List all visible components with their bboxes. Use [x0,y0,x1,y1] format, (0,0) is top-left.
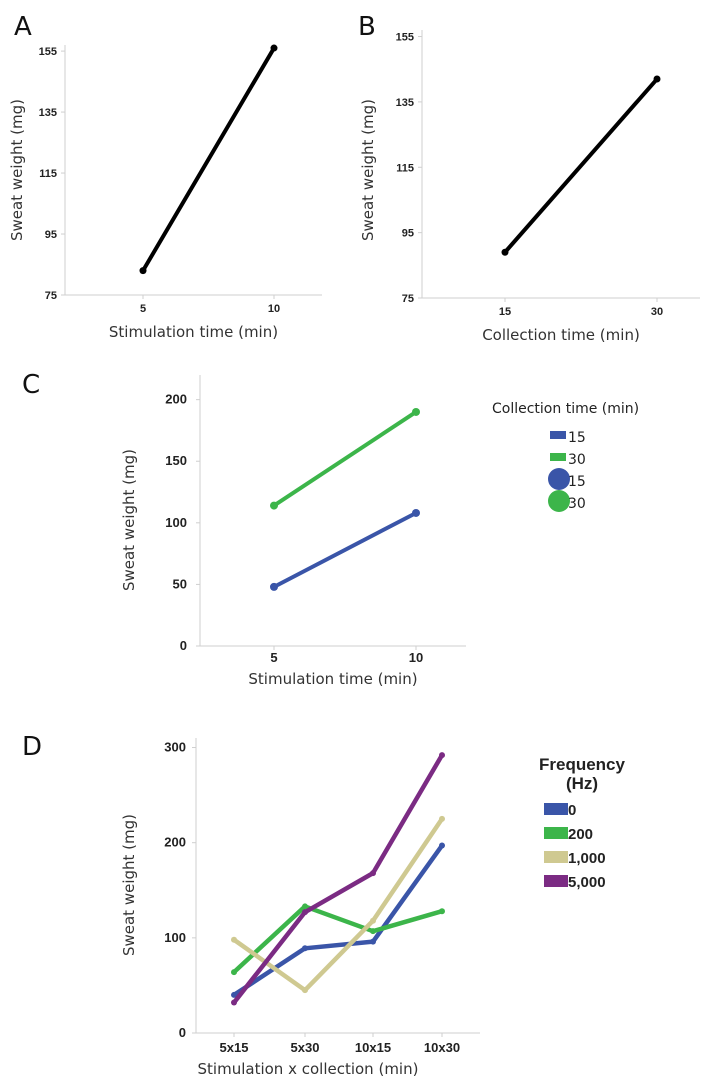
legend-swatch [544,875,568,887]
data-point [302,945,308,952]
data-point [439,815,445,822]
x-axis-title: Stimulation time (min) [248,670,417,688]
y-tick-label: 100 [164,930,186,945]
y-tick-label: 115 [396,162,414,174]
y-axis-title: Sweat weight (mg) [120,814,138,956]
series-line-0 [231,843,445,998]
legend-item-label: 5,000 [568,874,606,891]
legend-swatch [550,453,566,461]
x-axis-title: Stimulation x collection (min) [198,1060,419,1078]
y-axis-title: Sweat weight (mg) [8,99,26,241]
legend-item-label: 0 [568,802,576,819]
legend-title: Frequency [539,755,626,774]
legend-title: (Hz) [566,774,598,793]
x-axis-title: Stimulation time (min) [109,323,278,341]
legend-swatch [544,827,568,839]
legend-swatch [544,851,568,863]
x-tick-label: 30 [651,306,663,318]
data-point [412,508,420,517]
y-tick-label: 75 [45,290,57,302]
legend-item-label: 30 [568,452,586,468]
y-axis-title: Sweat weight (mg) [359,99,377,241]
legend-swatch [548,468,570,490]
data-point [370,917,376,924]
y-tick-label: 100 [165,515,187,530]
data-point [439,842,445,849]
data-point [231,991,237,998]
y-tick-label: 155 [396,32,414,44]
data-point [231,936,237,943]
x-axis-title: Collection time (min) [482,326,640,344]
data-point [139,267,147,275]
panel-label-b: B [358,12,376,42]
x-tick-label: 10x15 [355,1040,391,1055]
legend-title: Collection time (min) [492,401,639,417]
legend-item-label: 15 [568,474,586,490]
data-point [501,248,509,256]
y-tick-label: 200 [164,835,186,850]
series-line-main [141,46,276,273]
data-point [653,75,661,83]
legend-item-label: 15 [568,430,586,446]
y-tick-label: 0 [179,1025,186,1040]
legend-swatch [548,490,570,512]
y-tick-label: 75 [402,293,414,305]
legend-item-label: 30 [568,496,586,512]
data-point [231,969,237,976]
y-tick-label: 135 [39,107,57,119]
y-tick-label: 95 [45,229,57,241]
y-tick-label: 135 [396,97,414,109]
series-line-1000 [231,816,445,993]
series-line-15 [272,510,418,589]
data-point [270,501,278,510]
data-point [439,752,445,759]
data-point [302,903,308,910]
data-point [412,407,420,416]
data-point [370,938,376,945]
data-point [370,928,376,935]
legend-item-label: 200 [568,826,593,843]
series-line-5000 [231,752,445,1005]
legend-swatch [544,803,568,815]
series-line-30 [272,409,418,508]
y-tick-label: 150 [165,453,187,468]
series-line-main [503,77,659,255]
data-point [302,909,308,916]
data-point [370,870,376,877]
y-tick-label: 95 [402,228,414,240]
series-line-200 [231,904,445,975]
x-tick-label: 15 [499,306,511,318]
data-point [302,987,308,994]
x-tick-label: 5 [270,650,277,665]
data-point [439,908,445,915]
y-tick-label: 50 [173,576,187,591]
panel-label-c: C [22,370,40,400]
panel-label-d: D [22,732,42,762]
x-tick-label: 10x30 [424,1040,460,1055]
y-tick-label: 0 [180,638,187,653]
y-axis-title: Sweat weight (mg) [120,449,138,591]
y-tick-label: 200 [165,392,187,407]
y-tick-label: 300 [164,740,186,755]
data-point [270,582,278,591]
y-tick-label: 115 [39,168,57,180]
x-tick-label: 5 [140,303,146,315]
data-point [270,44,278,52]
y-tick-label: 155 [39,46,57,58]
x-tick-label: 5x15 [220,1040,249,1055]
x-tick-label: 10 [409,650,423,665]
data-point [231,999,237,1006]
x-tick-label: 5x30 [291,1040,320,1055]
legend-item-label: 1,000 [568,850,606,867]
x-tick-label: 10 [268,303,280,315]
panel-label-a: A [14,12,32,42]
legend-swatch [550,431,566,439]
